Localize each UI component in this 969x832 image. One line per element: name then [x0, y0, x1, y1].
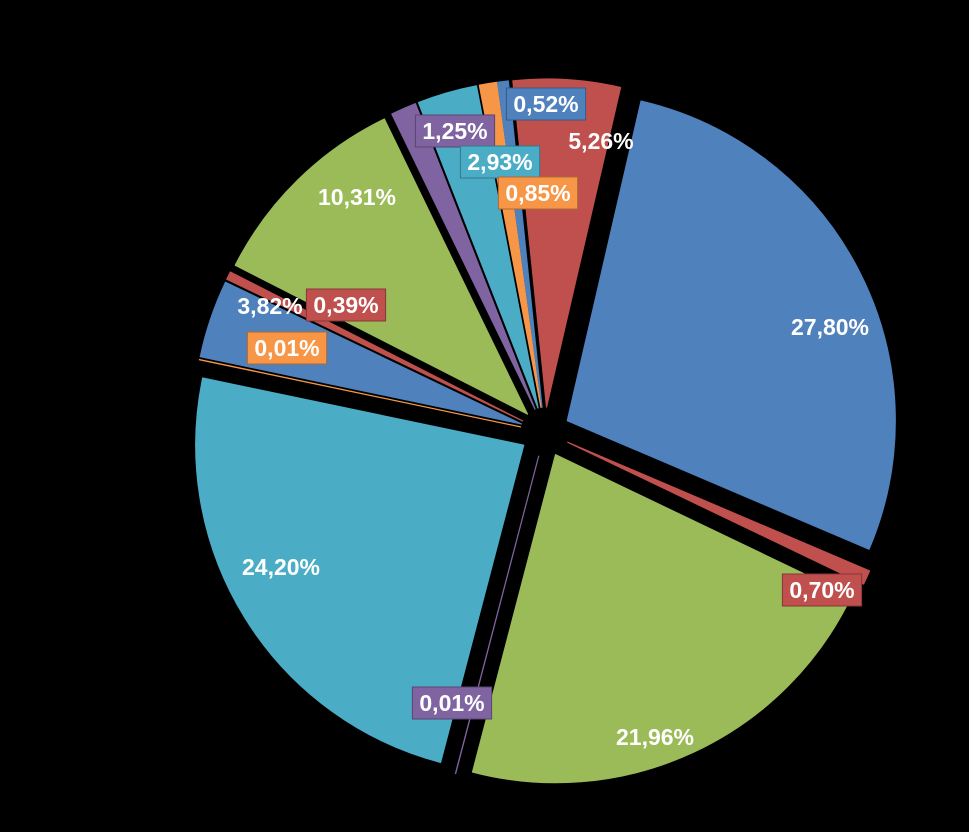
- slice-label-8: 10,31%: [318, 184, 396, 210]
- pie-slice-5: [198, 358, 522, 428]
- slice-label-10: 2,93%: [467, 149, 532, 175]
- slice-label-box-9: [414, 114, 496, 148]
- slice-label-5: 0,01%: [254, 335, 319, 361]
- pie-slice-7: [226, 271, 524, 422]
- pie-slice-4: [195, 377, 525, 764]
- slice-label-box-7: [305, 288, 387, 322]
- slice-label-7: 0,39%: [313, 292, 378, 318]
- pie-slice-0: [566, 100, 896, 550]
- slice-label-box-5: [246, 331, 328, 365]
- pie-slice-1: [567, 441, 871, 585]
- pie-slice-2: [471, 454, 852, 784]
- pie-slice-6: [199, 281, 522, 425]
- slice-label-box-1: [781, 573, 863, 607]
- slice-label-4: 24,20%: [242, 554, 320, 580]
- slice-label-13: 5,26%: [568, 128, 633, 154]
- slice-label-box-10: [459, 145, 541, 179]
- pie-slice-10: [417, 85, 539, 409]
- pie-slice-8: [234, 118, 529, 415]
- slice-label-3: 0,01%: [419, 690, 484, 716]
- slice-label-2: 21,96%: [616, 724, 694, 750]
- slice-label-1: 0,70%: [789, 577, 854, 603]
- slice-label-0: 27,80%: [791, 314, 869, 340]
- slice-label-11: 0,85%: [505, 180, 570, 206]
- slice-label-box-11: [497, 176, 579, 210]
- slice-label-6: 3,82%: [237, 293, 302, 319]
- slice-label-12: 0,52%: [513, 91, 578, 117]
- slice-label-9: 1,25%: [422, 118, 487, 144]
- slice-label-box-3: [411, 686, 493, 720]
- pie-slice-9: [391, 103, 536, 410]
- slice-label-box-12: [505, 87, 587, 121]
